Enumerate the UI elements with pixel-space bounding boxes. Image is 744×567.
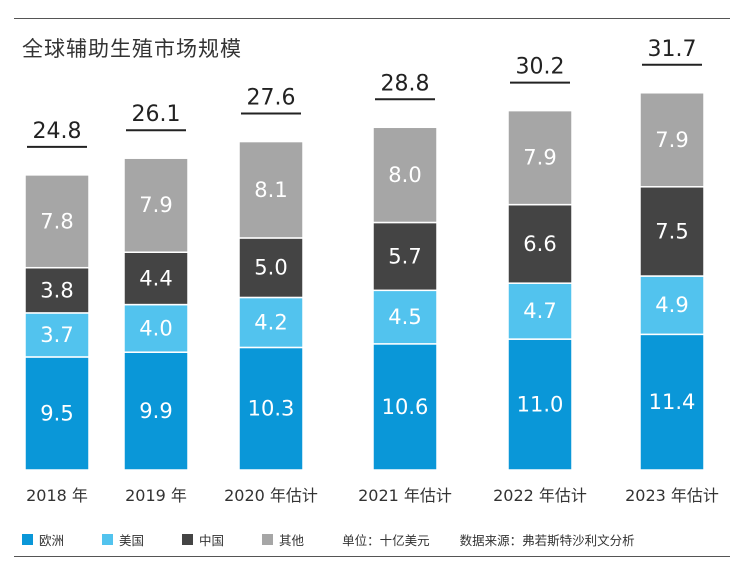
legend-swatch-europe [22, 533, 33, 545]
value-label-3-series-2: 4.2 [254, 310, 287, 334]
legend-label-china: 中国 [199, 532, 225, 548]
chart-plot: 9.5 3.7 3.8 7.8 24.8 2018 年 9.9 4.0 4.4 7.9 26.1 20… [24, 37, 719, 505]
value-label-3-series-3: 5.0 [254, 256, 287, 280]
value-label-3-series-4: 8.1 [254, 178, 287, 202]
bar-segment-2-series-2 [123, 303, 189, 353]
bar-segment-1-series-3 [24, 266, 90, 314]
bar-segment-4-series-1 [372, 343, 438, 471]
legend-swatch-other [262, 533, 274, 545]
source-note: 数据来源：弗若斯特沙利文分析 [459, 532, 635, 548]
unit-note: 单位：十亿美元 [342, 532, 430, 548]
bar-segment-1-series-4 [24, 174, 90, 269]
legend-swatch-china [182, 533, 194, 545]
bar-segment-2-series-1 [123, 351, 189, 471]
legend-label-usa: 美国 [119, 532, 145, 548]
bar-segment-4-series-3 [372, 221, 438, 292]
bar-segment-1-series-1 [24, 356, 90, 471]
category-label-6: 2023 年估计 [625, 486, 719, 505]
value-label-2-series-4: 7.9 [139, 193, 172, 217]
value-label-6-series-2: 4.9 [655, 293, 688, 317]
value-label-5-series-2: 4.7 [523, 299, 556, 323]
bar-segment-5-series-1 [507, 338, 573, 471]
value-label-1-series-4: 7.8 [40, 209, 73, 233]
bar-segment-1-series-2 [24, 312, 90, 358]
legend: 欧洲 美国 中国 其他 单位：十亿美元 数据来源：弗若斯特沙利文分析 [22, 530, 734, 548]
legend-label-other: 其他 [279, 532, 305, 548]
value-label-2-series-2: 4.0 [139, 316, 172, 340]
total-label-2: 26.1 [132, 102, 181, 127]
value-label-6-series-4: 7.9 [655, 128, 688, 152]
bar-segment-5-series-2 [507, 282, 573, 340]
value-label-1-series-3: 3.8 [40, 278, 73, 302]
value-label-4-series-3: 5.7 [388, 244, 421, 268]
value-label-4-series-1: 10.6 [382, 395, 429, 419]
legend-item-europe: 欧洲 [22, 530, 64, 549]
bar-segment-6-series-1 [639, 333, 705, 471]
top-rule [14, 18, 730, 19]
bar-segment-5-series-3 [507, 203, 573, 284]
legend-item-usa: 美国 [102, 530, 144, 549]
value-label-5-series-4: 7.9 [523, 146, 556, 170]
bar-segment-4-series-4 [372, 126, 438, 224]
category-label-1: 2018 年 [26, 486, 88, 505]
total-label-1: 24.8 [33, 119, 82, 144]
value-label-4-series-2: 4.5 [388, 305, 421, 329]
bar-segment-6-series-3 [639, 186, 705, 277]
legend-item-china: 中国 [182, 530, 224, 549]
bar-segment-2-series-4 [123, 157, 189, 253]
total-label-3: 27.6 [247, 86, 296, 111]
bar-segment-4-series-2 [372, 289, 438, 345]
value-label-2-series-3: 4.4 [139, 266, 172, 290]
chart-title: 全球辅助生殖市场规模 [22, 37, 242, 61]
value-label-2-series-1: 9.9 [139, 399, 172, 423]
bar-segment-5-series-4 [507, 109, 573, 206]
category-label-5: 2022 年估计 [493, 486, 587, 505]
value-label-5-series-1: 11.0 [517, 393, 564, 417]
value-label-5-series-3: 6.6 [523, 232, 556, 256]
total-label-6: 31.7 [648, 37, 697, 62]
value-label-1-series-2: 3.7 [40, 323, 73, 347]
bar-segment-3-series-1 [238, 346, 304, 471]
total-label-4: 28.8 [381, 71, 430, 96]
bar-segment-2-series-3 [123, 251, 189, 306]
value-label-1-series-1: 9.5 [40, 401, 73, 425]
bar-segment-3-series-4 [238, 140, 304, 239]
category-label-2: 2019 年 [125, 486, 187, 505]
legend-swatch-usa [102, 533, 114, 545]
bar-segment-3-series-3 [238, 237, 304, 299]
value-label-4-series-4: 8.0 [388, 163, 421, 187]
value-label-6-series-3: 7.5 [655, 219, 688, 243]
category-label-3: 2020 年估计 [224, 486, 318, 505]
value-label-6-series-1: 11.4 [649, 390, 696, 414]
bar-segment-3-series-2 [238, 296, 304, 349]
bottom-rule [14, 556, 730, 557]
category-label-4: 2021 年估计 [358, 486, 452, 505]
legend-item-other: 其他 [262, 530, 304, 549]
bar-segment-6-series-4 [639, 92, 705, 188]
total-label-5: 30.2 [516, 55, 565, 80]
legend-label-europe: 欧洲 [39, 532, 65, 548]
value-label-3-series-1: 10.3 [248, 397, 295, 421]
